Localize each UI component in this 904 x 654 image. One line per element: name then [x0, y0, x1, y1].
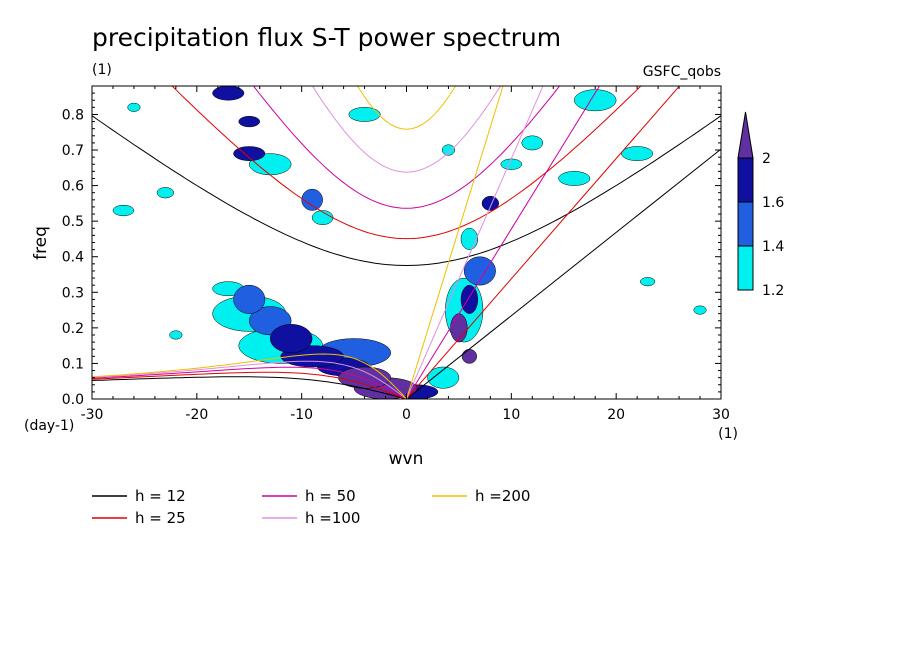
contour-region — [169, 330, 183, 340]
kelvin-curve — [406, 86, 681, 399]
x-tick-label: 30 — [712, 407, 730, 423]
colorbar-label: 2 — [762, 151, 771, 167]
contour-region — [460, 284, 479, 314]
contour-region — [461, 348, 477, 364]
contour-region — [621, 146, 654, 161]
y-axis-label: freq — [31, 226, 51, 260]
x-tick-label: -10 — [290, 407, 313, 423]
y-tick-label: 0.5 — [62, 214, 84, 230]
contour-region — [301, 188, 323, 211]
colorbar-label: 1.2 — [762, 283, 784, 299]
contour-region — [212, 86, 245, 101]
dispersion-curves — [92, 86, 721, 399]
x-tick-label: 10 — [502, 407, 520, 423]
y-tick-label: 0.4 — [62, 250, 84, 266]
legend-label: h = 12 — [135, 487, 186, 505]
legend-label: h =200 — [475, 487, 530, 505]
contour-region — [500, 158, 523, 170]
x-tick-label: 20 — [607, 407, 625, 423]
legend-label: h = 25 — [135, 509, 186, 527]
contour-region — [558, 171, 591, 186]
kelvin-curve — [406, 86, 601, 399]
x-tick-label: 0 — [402, 407, 411, 423]
chart-left-subtitle: (1) — [92, 62, 112, 78]
rossby-curve — [92, 376, 407, 399]
y-axis-unit: (day-1) — [24, 418, 74, 434]
contour-region — [238, 115, 260, 128]
inertia-gravity-curve — [252, 86, 561, 209]
contour-region — [269, 324, 313, 354]
contour-region — [521, 135, 544, 151]
legend-label: h = 50 — [305, 487, 356, 505]
contour-region — [156, 187, 175, 199]
inertia-gravity-curve — [92, 115, 721, 267]
y-tick-label: 0.2 — [62, 321, 84, 337]
contour-region — [233, 284, 266, 314]
rossby-curve — [92, 371, 407, 399]
kelvin-curve — [406, 148, 721, 399]
x-axis-label: wvn — [389, 449, 424, 469]
colorbar-swatch — [737, 157, 754, 203]
y-tick-label: 0.3 — [62, 285, 84, 301]
axes: -30 -20 -10 0 10 20 30 0.0 0.1 0.2 0.3 0.4 0.5 0.6 0.7… — [62, 86, 730, 423]
chart-title: precipitation flux S-T power spectrum — [92, 23, 561, 52]
colorbar: 1.2 1.4 1.6 2 — [737, 111, 784, 299]
colorbar-swatch — [737, 201, 754, 247]
contour-region — [348, 107, 381, 122]
contour-region — [233, 146, 266, 161]
contour-region — [450, 313, 468, 343]
y-tick-label: 0.0 — [62, 392, 84, 408]
y-tick-label: 0.6 — [62, 179, 84, 195]
chart-right-subtitle: GSFC_qobs — [643, 64, 721, 80]
legend: h = 12 h = 25 h = 50 h =100 h =200 — [92, 487, 530, 527]
spectrum-contours — [112, 86, 707, 399]
contour-region — [463, 256, 496, 286]
y-tick-label: 0.7 — [62, 143, 84, 159]
plot-frame — [91, 85, 722, 400]
x-axis-unit: (1) — [718, 426, 738, 442]
inertia-gravity-curve — [311, 86, 502, 173]
y-tick-label: 0.8 — [62, 107, 84, 123]
y-tick-label: 0.1 — [62, 356, 84, 372]
contour-region — [573, 89, 617, 112]
inertia-gravity-curve — [357, 86, 456, 130]
contour-region — [441, 144, 455, 156]
contour-region — [112, 204, 135, 217]
contour-region — [693, 305, 707, 315]
contour-region — [640, 277, 656, 287]
contour-region — [460, 228, 479, 250]
contour-region — [481, 196, 500, 211]
colorbar-label: 1.6 — [762, 195, 784, 211]
kelvin-curve — [406, 86, 544, 399]
rossby-curve — [92, 353, 407, 399]
inertia-gravity-curve — [171, 86, 642, 240]
rossby-curve — [92, 360, 407, 399]
rossby-curve — [92, 366, 407, 399]
kelvin-curve — [406, 86, 504, 399]
contour-region — [427, 366, 460, 389]
legend-label: h =100 — [305, 509, 360, 527]
contour-region — [311, 210, 334, 225]
contour-region — [127, 102, 141, 112]
colorbar-label: 1.4 — [762, 239, 784, 255]
x-tick-label: -30 — [81, 407, 104, 423]
colorbar-extend-arrow — [737, 111, 754, 159]
x-tick-label: -20 — [185, 407, 208, 423]
colorbar-swatch — [737, 245, 754, 291]
